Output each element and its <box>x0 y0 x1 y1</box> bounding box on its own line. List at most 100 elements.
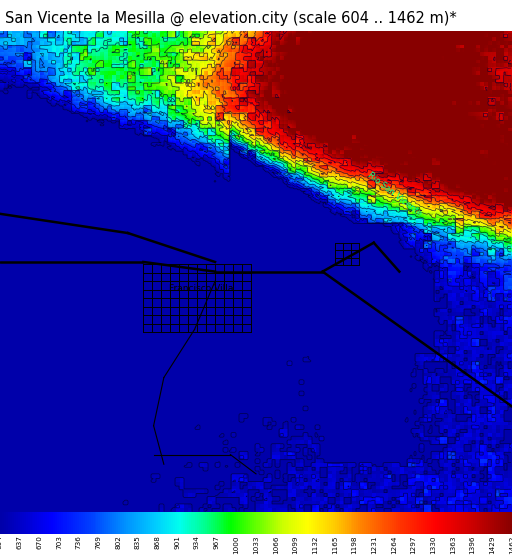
Bar <box>307 512 309 534</box>
Bar <box>323 512 325 534</box>
Text: 1099: 1099 <box>292 535 298 554</box>
Bar <box>173 512 175 534</box>
Text: 1264: 1264 <box>391 535 397 554</box>
Bar <box>252 512 254 534</box>
Text: 703: 703 <box>56 535 62 549</box>
Text: 670: 670 <box>36 535 42 549</box>
Bar <box>455 512 457 534</box>
Bar <box>126 512 128 534</box>
Bar <box>12 512 14 534</box>
Bar <box>199 512 201 534</box>
Bar <box>181 512 183 534</box>
Bar <box>347 512 349 534</box>
Bar <box>461 512 463 534</box>
Bar <box>392 512 394 534</box>
Bar <box>473 512 475 534</box>
Bar <box>140 512 142 534</box>
Bar <box>268 512 270 534</box>
Bar <box>508 512 510 534</box>
Bar <box>136 512 138 534</box>
Text: 967: 967 <box>214 535 220 549</box>
Bar <box>291 512 293 534</box>
Bar <box>337 512 339 534</box>
Bar <box>122 512 124 534</box>
Bar <box>256 512 258 534</box>
Bar <box>116 512 118 534</box>
Bar <box>254 512 256 534</box>
Bar <box>293 512 295 534</box>
Bar <box>93 512 95 534</box>
Bar <box>372 512 374 534</box>
Text: Rio San Vicente: Rio San Vicente <box>366 171 423 218</box>
Bar <box>91 512 93 534</box>
Bar <box>417 512 419 534</box>
Bar <box>475 512 477 534</box>
Text: 1198: 1198 <box>351 535 357 554</box>
Bar <box>368 512 370 534</box>
Bar <box>57 512 59 534</box>
Bar <box>400 512 402 534</box>
Bar <box>447 512 449 534</box>
Bar <box>416 512 417 534</box>
Bar <box>493 512 494 534</box>
Bar <box>349 512 351 534</box>
Bar <box>32 512 33 534</box>
Bar <box>18 512 19 534</box>
Bar <box>152 512 154 534</box>
Bar <box>282 512 284 534</box>
Bar <box>147 512 150 534</box>
Bar <box>288 512 289 534</box>
Bar <box>441 512 443 534</box>
Bar <box>169 512 172 534</box>
Bar <box>289 512 291 534</box>
Bar <box>402 512 403 534</box>
Text: 802: 802 <box>115 535 121 549</box>
Bar <box>75 512 77 534</box>
Bar <box>223 512 224 534</box>
Bar <box>55 512 57 534</box>
Bar <box>465 512 467 534</box>
Bar <box>100 512 102 534</box>
Bar <box>10 512 12 534</box>
Bar <box>89 512 91 534</box>
Bar <box>382 512 384 534</box>
Bar <box>203 512 205 534</box>
Bar <box>161 512 163 534</box>
Bar <box>301 512 303 534</box>
Bar <box>109 512 110 534</box>
Bar <box>352 512 354 534</box>
Bar <box>165 512 167 534</box>
Bar <box>207 512 209 534</box>
Bar <box>488 512 490 534</box>
Bar <box>124 512 126 534</box>
Bar <box>96 512 98 534</box>
Bar <box>201 512 203 534</box>
Bar <box>209 512 211 534</box>
Bar <box>110 512 112 534</box>
Text: 1396: 1396 <box>470 535 476 554</box>
Bar <box>390 512 392 534</box>
Bar <box>510 512 512 534</box>
Bar <box>303 512 305 534</box>
Bar <box>24 512 26 534</box>
Bar <box>376 512 378 534</box>
Bar <box>63 512 65 534</box>
Bar <box>272 512 274 534</box>
Bar <box>134 512 136 534</box>
Bar <box>95 512 96 534</box>
Bar <box>275 512 278 534</box>
Bar <box>433 512 435 534</box>
Bar <box>502 512 504 534</box>
Bar <box>295 512 297 534</box>
Bar <box>428 512 429 534</box>
Bar <box>358 512 360 534</box>
Bar <box>4 512 6 534</box>
Bar <box>19 512 22 534</box>
Bar <box>114 512 116 534</box>
Bar <box>345 512 347 534</box>
Bar <box>219 512 221 534</box>
Text: 1462: 1462 <box>509 535 512 554</box>
Text: 934: 934 <box>194 535 200 549</box>
Bar <box>443 512 445 534</box>
Bar <box>406 512 408 534</box>
